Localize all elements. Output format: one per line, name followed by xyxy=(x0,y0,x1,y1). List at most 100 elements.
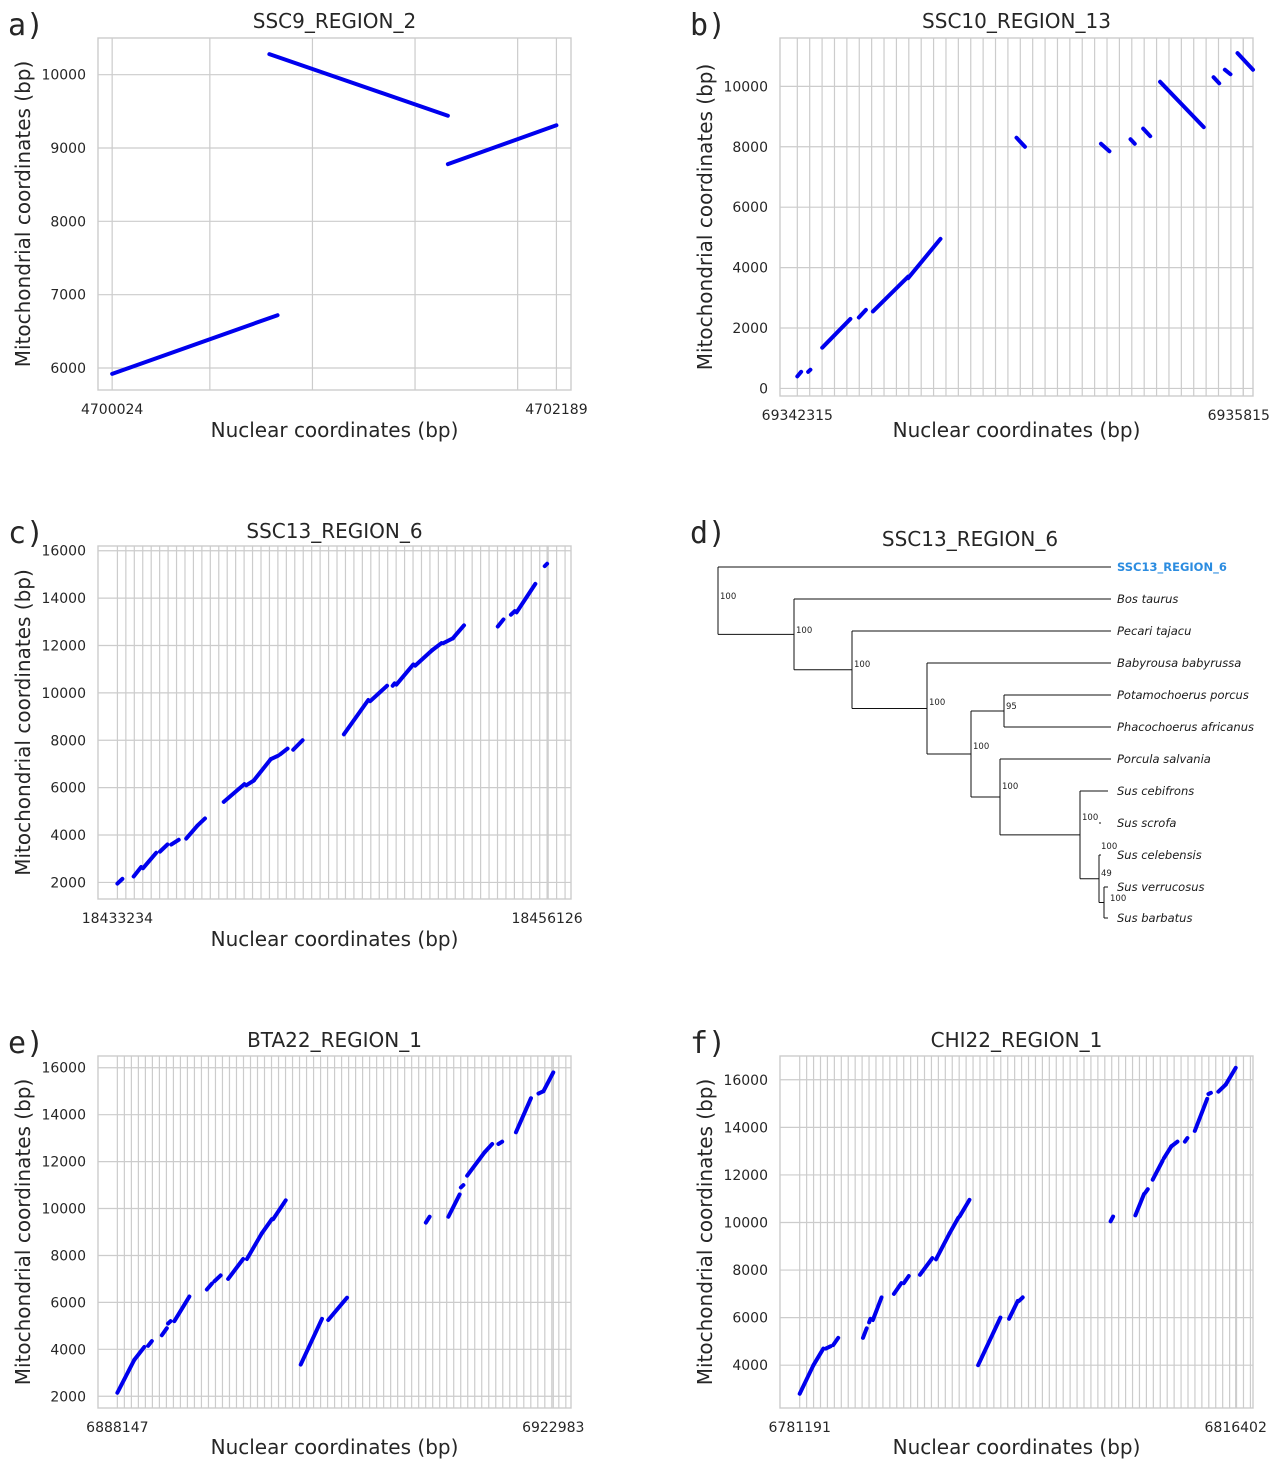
panel-a: a) 6000 7000 8000 9000 10000 4700024 4702189 SS… xyxy=(0,0,634,470)
plot-frame xyxy=(779,37,1254,397)
alignment-segment xyxy=(278,746,290,757)
alignment-segment xyxy=(1169,1139,1180,1149)
panel-letter-c: c) xyxy=(8,516,45,551)
panel-b: b) 0 2000 4000 6000 8000 10000 69342315 6935815… xyxy=(634,0,1269,470)
taxon-label: Pecari tajacu xyxy=(1117,624,1191,638)
alignment-segment xyxy=(1128,137,1137,146)
alignment-segment xyxy=(811,1346,826,1368)
panel-f: f) 4000 6000 8000 10000 12000 14000 16000 67811… xyxy=(634,1020,1269,1459)
alignment-segment xyxy=(251,757,273,783)
alignment-segment xyxy=(450,623,467,641)
y-tick-label: 2000 xyxy=(50,1389,86,1405)
alignment-segment xyxy=(1098,141,1112,154)
taxon-label: Porcula salvania xyxy=(1117,752,1211,766)
y-tick-label: 14000 xyxy=(41,591,86,607)
chart-c: 2000 4000 6000 8000 10000 12000 14000 16000 1843… xyxy=(11,519,583,951)
bootstrap-label: 95 xyxy=(1006,702,1017,712)
plot-frame xyxy=(97,1055,572,1409)
alignment-segment xyxy=(268,753,281,762)
bootstrap-label: 100 xyxy=(929,698,945,708)
alignment-segment xyxy=(298,1316,324,1367)
taxon-label: Sus scrofa xyxy=(1117,816,1176,830)
chart-e: 2000 4000 6000 8000 10000 12000 14000 16000 6888… xyxy=(11,1028,584,1459)
alignment-segment xyxy=(934,1231,952,1262)
alignment-segment xyxy=(159,1326,169,1338)
alignment-segment xyxy=(482,1142,495,1155)
alignment-segment xyxy=(271,1198,288,1222)
alignment-segment xyxy=(146,1339,154,1348)
bootstrap-label: 100 xyxy=(854,660,870,670)
alignment-segment xyxy=(115,1357,137,1395)
alignment-segment xyxy=(823,1344,833,1351)
y-tick-label: 10000 xyxy=(723,1215,768,1231)
alignment-segment xyxy=(267,52,450,118)
x-tick-label: 69342315 xyxy=(762,408,833,424)
y-tick-label: 16000 xyxy=(41,544,86,560)
x-tick-label: 6922983 xyxy=(522,1420,584,1436)
bootstrap-label: 100 xyxy=(1082,813,1098,823)
taxon-label: Phacochoerus africanus xyxy=(1117,720,1254,734)
taxon-label: Bos taurus xyxy=(1117,592,1178,606)
bootstrap-label: 100 xyxy=(1002,782,1018,792)
bootstrap-label: 100 xyxy=(1101,842,1117,852)
y-tick-label: 16000 xyxy=(723,1073,768,1089)
alignment-segment xyxy=(244,1231,264,1261)
y-tick-label: 7000 xyxy=(50,288,86,304)
alignment-segment xyxy=(856,307,868,320)
alignment-segment xyxy=(1143,1187,1150,1195)
panel-letter-d: d) xyxy=(690,516,727,551)
x-tick-label: 18433234 xyxy=(82,911,153,927)
y-tick-label: 12000 xyxy=(723,1168,768,1184)
y-axis-label: Mitochondrial coordinates (bp) xyxy=(693,1079,717,1386)
alignment-segment xyxy=(212,1273,223,1284)
alignment-segment xyxy=(957,1197,972,1219)
alignment-segment xyxy=(115,876,125,886)
y-tick-label: 4000 xyxy=(732,261,768,277)
alignment-segment xyxy=(430,641,444,653)
y-tick-label: 4000 xyxy=(50,1342,86,1358)
x-tick-label: 4700024 xyxy=(81,402,143,418)
alignment-segment xyxy=(131,865,144,879)
alignment-segment xyxy=(195,816,207,828)
alignment-segment xyxy=(423,1214,432,1225)
alignment-segment xyxy=(132,1344,147,1362)
alignment-segment xyxy=(184,823,200,841)
plot-frame xyxy=(97,545,572,900)
alignment-segment xyxy=(513,1096,533,1135)
alignment-segment xyxy=(860,1326,869,1340)
y-tick-label: 6000 xyxy=(50,361,86,377)
alignment-segment xyxy=(394,662,416,687)
alignment-segment xyxy=(446,1192,462,1219)
alignment-segment xyxy=(166,1319,173,1326)
y-tick-label: 10000 xyxy=(41,1202,86,1218)
y-tick-label: 8000 xyxy=(50,214,86,230)
y-tick-label: 10000 xyxy=(41,686,86,702)
taxon-label: Potamochoerus porcus xyxy=(1117,688,1249,702)
y-tick-label: 14000 xyxy=(723,1120,768,1136)
alignment-segment xyxy=(1235,51,1255,72)
alignment-segment xyxy=(495,617,506,629)
alignment-segment xyxy=(458,1183,466,1190)
chart-b: 0 2000 4000 6000 8000 10000 69342315 69358152 SS… xyxy=(693,9,1269,442)
alignment-segment xyxy=(1141,126,1153,139)
chart-title: SSC13_REGION_6 xyxy=(246,519,422,543)
alignment-segment xyxy=(891,1281,904,1296)
x-axis-label: Nuclear coordinates (bp) xyxy=(211,418,459,442)
chart-title: BTA22_REGION_1 xyxy=(247,1028,422,1052)
y-tick-label: 8000 xyxy=(50,733,86,749)
alignment-segment xyxy=(1223,1065,1238,1087)
bootstrap-label: 100 xyxy=(1110,894,1126,904)
y-tick-label: 4000 xyxy=(50,828,86,844)
y-tick-label: 9000 xyxy=(50,141,86,157)
panel-letter-b: b) xyxy=(690,8,727,43)
plot-frame xyxy=(779,1055,1254,1409)
panel-c: c) 2000 4000 6000 8000 10000 12000 14000 16000 1… xyxy=(0,510,634,980)
alignment-segment xyxy=(204,1281,214,1292)
x-tick-label: 4702189 xyxy=(525,402,587,418)
taxon-label: Babyrousa babyrussa xyxy=(1117,656,1241,670)
alignment-segment xyxy=(542,561,550,569)
alignment-segment xyxy=(1222,67,1233,77)
alignment-segment xyxy=(221,782,247,804)
phylogenetic-tree: SSC13_REGION_6 SSC13_REGION_6 Bos taurus Pe… xyxy=(717,527,1254,925)
panel-letter-a: a) xyxy=(8,8,45,43)
